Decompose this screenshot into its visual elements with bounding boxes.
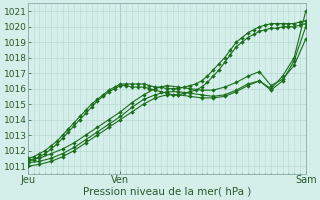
X-axis label: Pression niveau de la mer( hPa ): Pression niveau de la mer( hPa )	[83, 187, 251, 197]
